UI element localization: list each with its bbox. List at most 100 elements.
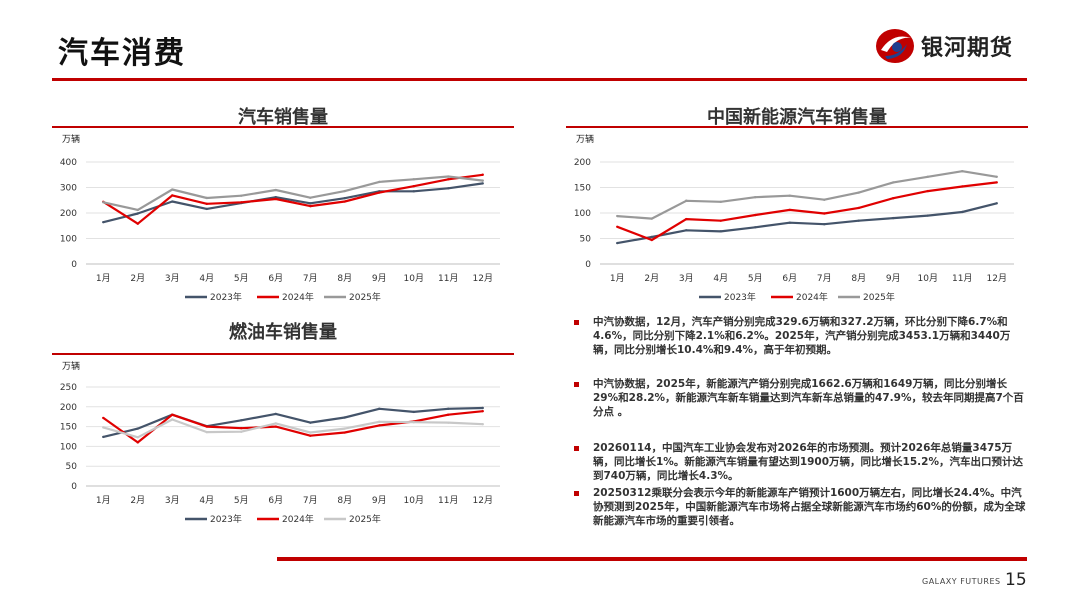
data-point bbox=[205, 207, 208, 211]
x-tick-label: 10月 bbox=[918, 273, 938, 284]
data-point bbox=[102, 416, 105, 420]
x-tick-label: 6月 bbox=[268, 273, 283, 284]
y-tick-label: 200 bbox=[60, 209, 77, 219]
data-point bbox=[378, 420, 381, 424]
y-tick-label: 400 bbox=[60, 158, 77, 168]
data-point bbox=[823, 198, 826, 201]
data-point bbox=[274, 195, 277, 199]
y-tick-label: 0 bbox=[71, 482, 77, 492]
data-point bbox=[274, 412, 277, 416]
data-point bbox=[961, 185, 964, 188]
data-point bbox=[719, 230, 722, 233]
data-point bbox=[343, 431, 346, 434]
y-tick-label: 100 bbox=[60, 442, 77, 452]
series-line-2023年 bbox=[103, 182, 483, 224]
bullet-square-icon bbox=[574, 446, 579, 451]
data-point bbox=[650, 235, 653, 239]
data-point bbox=[892, 197, 895, 200]
brand-logo: 银河期货 bbox=[873, 26, 1013, 66]
data-point bbox=[754, 213, 757, 217]
data-point bbox=[995, 175, 998, 178]
x-tick-label: 10月 bbox=[404, 273, 424, 284]
series-line-2023年 bbox=[617, 202, 998, 245]
data-point bbox=[309, 204, 312, 208]
series-line-2025年 bbox=[102, 418, 483, 439]
data-point bbox=[788, 208, 791, 212]
x-tick-label: 4月 bbox=[713, 273, 728, 284]
data-point bbox=[447, 178, 450, 181]
bullet-text: 中汽协数据，12月，汽车产销分别完成329.6万辆和327.2万辆，环比分别下降… bbox=[593, 316, 1011, 356]
x-tick-label: 1月 bbox=[610, 273, 625, 284]
data-point bbox=[102, 220, 105, 224]
y-tick-label: 300 bbox=[60, 184, 77, 194]
chart-title-divider bbox=[52, 126, 514, 128]
data-point bbox=[616, 214, 619, 218]
data-point bbox=[102, 426, 105, 429]
data-point bbox=[274, 188, 277, 192]
series-line-2024年 bbox=[102, 173, 483, 225]
data-point bbox=[240, 201, 243, 204]
data-point bbox=[823, 212, 826, 215]
x-tick-label: 8月 bbox=[337, 495, 352, 506]
data-point bbox=[309, 202, 312, 205]
y-tick-label: 0 bbox=[71, 260, 77, 270]
footer-divider bbox=[277, 557, 1027, 561]
x-tick-label: 8月 bbox=[337, 273, 352, 284]
data-point bbox=[343, 427, 346, 430]
data-point bbox=[171, 200, 174, 203]
y-tick-label: 50 bbox=[66, 462, 78, 472]
data-point bbox=[171, 418, 174, 421]
chart-title-auto-sales: 汽车销售量 bbox=[238, 107, 328, 128]
x-tick-label: 3月 bbox=[679, 273, 694, 284]
x-tick-label: 2月 bbox=[644, 273, 659, 284]
list-item: 20250312乘联分会表示今年的新能源车产销预计1600万辆左右，同比增长24… bbox=[568, 486, 1030, 528]
data-point bbox=[995, 181, 998, 184]
x-tick-label: 1月 bbox=[96, 273, 111, 284]
bullet-text: 中汽协数据，2025年，新能源汽产销分别完成1662.6万辆和1649万辆，同比… bbox=[593, 378, 1024, 418]
brand-name: 银河期货 bbox=[921, 36, 1014, 61]
x-tick-label: 4月 bbox=[199, 495, 214, 506]
auto-sales-line-chart: 万辆 0 100 200 300 400 1月 2月 3月 4月 5月 6月 7月 8月 9月 10月 11月 1… bbox=[60, 133, 500, 303]
data-point bbox=[343, 189, 346, 193]
data-point bbox=[412, 410, 415, 414]
nev-sales-line-chart: 万辆 0 50 100 150 200 1月 2月 3月 4月 5月 6月 7月 8月 9月 10月 11月 12… bbox=[574, 133, 1014, 303]
data-point bbox=[481, 406, 484, 410]
data-point bbox=[378, 407, 381, 410]
y-axis-unit-label: 万辆 bbox=[62, 360, 80, 372]
data-point bbox=[378, 424, 381, 427]
x-tick-label: 9月 bbox=[372, 495, 387, 506]
data-point bbox=[171, 188, 174, 191]
list-item: 中汽协数据，2025年，新能源汽产销分别完成1662.6万辆和1649万辆，同比… bbox=[568, 377, 1030, 419]
x-tick-label: 7月 bbox=[303, 273, 318, 284]
data-point bbox=[378, 180, 381, 184]
data-point bbox=[754, 226, 757, 229]
x-tick-label: 4月 bbox=[199, 273, 214, 284]
data-point bbox=[343, 416, 346, 419]
data-point bbox=[309, 431, 312, 434]
data-point bbox=[754, 195, 757, 199]
data-point bbox=[961, 210, 964, 214]
data-point bbox=[481, 173, 484, 176]
data-point bbox=[719, 200, 722, 203]
data-point bbox=[481, 179, 484, 182]
legend-label: 2023年 bbox=[210, 291, 242, 303]
x-tick-label: 8月 bbox=[851, 273, 866, 284]
data-point bbox=[823, 223, 826, 226]
y-tick-label: 250 bbox=[60, 383, 77, 393]
data-point bbox=[892, 181, 895, 184]
data-point bbox=[309, 196, 312, 199]
data-point bbox=[447, 175, 450, 178]
list-item: 20260114，中国汽车工业协会发布对2026年的市场预测。预计2026年总销… bbox=[568, 441, 1030, 483]
list-item: 中汽协数据，12月，汽车产销分别完成329.6万辆和327.2万辆，环比分别下降… bbox=[568, 315, 1030, 357]
data-point bbox=[343, 197, 346, 200]
x-tick-label: 2月 bbox=[130, 273, 145, 284]
data-point bbox=[857, 219, 860, 222]
data-point bbox=[447, 187, 450, 190]
data-point bbox=[240, 430, 243, 433]
data-point bbox=[205, 430, 208, 434]
series-line-2024年 bbox=[102, 410, 483, 444]
series-line-2024年 bbox=[616, 181, 997, 242]
x-tick-label: 3月 bbox=[165, 495, 180, 506]
bullet-square-icon bbox=[574, 320, 579, 325]
data-point bbox=[205, 202, 208, 206]
